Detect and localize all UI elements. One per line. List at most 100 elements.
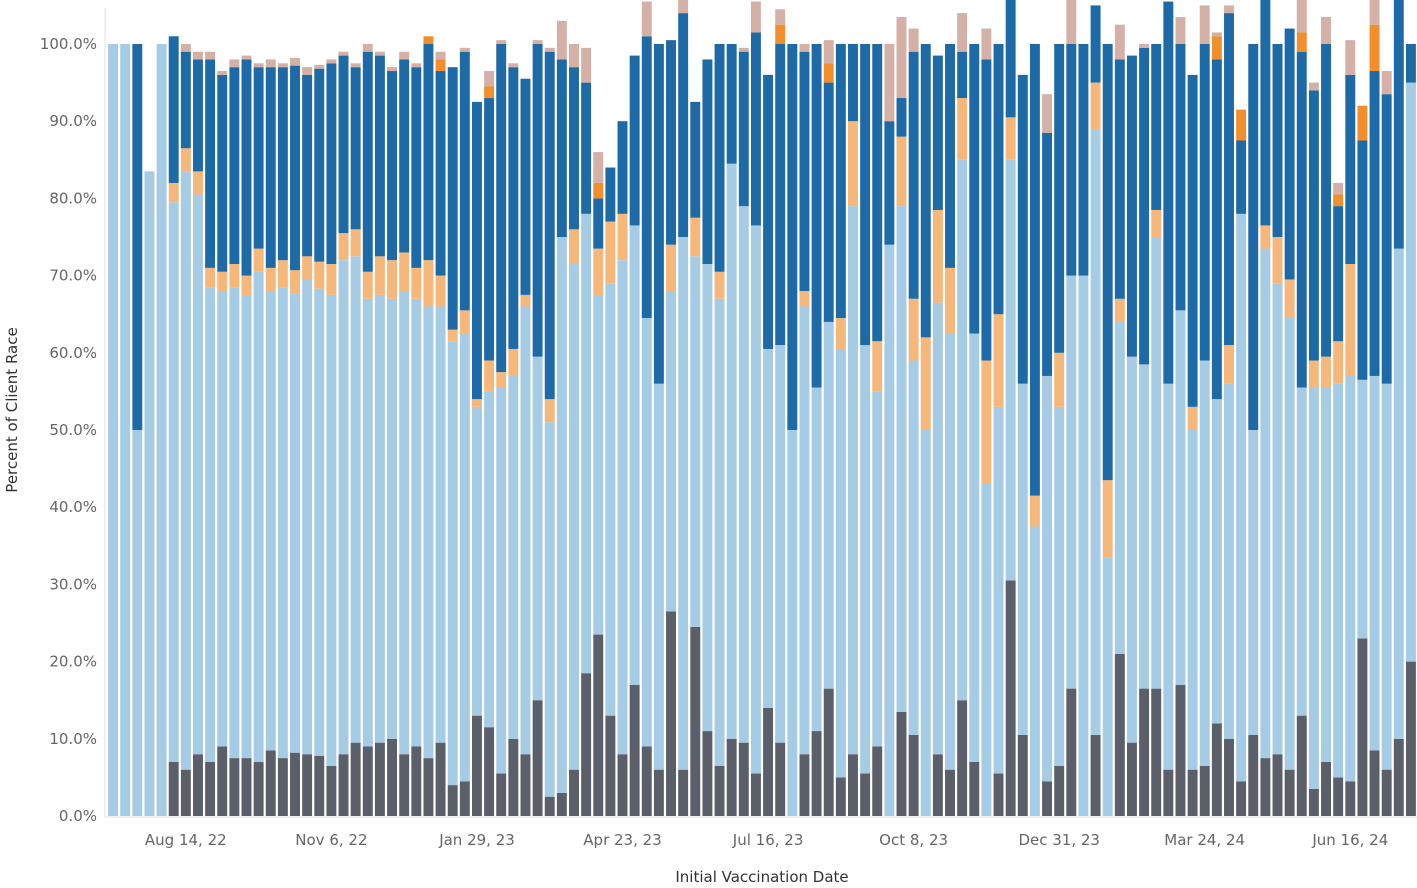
bar-segment	[302, 67, 313, 75]
bar-segment	[666, 611, 676, 816]
bar-segment	[896, 136, 907, 207]
bar-segment	[714, 298, 725, 766]
bar-segment	[241, 59, 252, 276]
bar-segment	[520, 754, 531, 816]
bar-segment	[484, 727, 495, 816]
bar-segment	[1308, 90, 1319, 361]
bar-segment	[593, 248, 604, 295]
bar-segment	[508, 348, 519, 376]
x-tick-label: Jun 16, 24	[1311, 831, 1388, 849]
bar-segment	[945, 267, 955, 334]
bar-segment	[605, 167, 616, 222]
bar-segment	[738, 51, 749, 207]
bar-segment	[617, 754, 628, 816]
bar-segment	[1333, 383, 1344, 778]
bar-segment	[884, 121, 895, 245]
bar-segment	[290, 293, 300, 753]
bar-segment	[387, 260, 398, 299]
bar-segment	[193, 754, 203, 816]
bar-segment	[726, 44, 737, 164]
bar-segment	[496, 372, 507, 388]
bar-segment	[1284, 279, 1295, 319]
bar-segment	[981, 484, 992, 816]
bar-segment	[884, 44, 895, 122]
bar-segment	[205, 761, 216, 816]
bar-segment	[835, 777, 846, 816]
bar-segment	[920, 337, 931, 430]
bar-segment	[678, 0, 689, 14]
bar-segment	[1102, 557, 1113, 816]
bar-segment	[193, 194, 203, 755]
bar-segment	[1393, 738, 1404, 816]
bar-segment	[265, 67, 276, 268]
bar-segment	[302, 74, 313, 257]
bar-segment	[265, 267, 276, 292]
bar-segment	[411, 298, 422, 747]
bar-segment	[326, 63, 337, 265]
bar-segment	[399, 59, 410, 253]
bar-segment	[1405, 44, 1416, 83]
bar-segment	[132, 44, 143, 430]
bar-segment	[423, 758, 434, 816]
bar-segment	[908, 28, 919, 52]
bar-segment	[799, 291, 810, 307]
bar-segment	[1054, 765, 1065, 816]
bar-segment	[835, 318, 846, 349]
bar-segment	[180, 44, 191, 52]
bar-segment	[750, 773, 761, 816]
bar-segment	[629, 684, 640, 816]
bar-segment	[1139, 688, 1150, 816]
y-tick-label: 100.0%	[40, 35, 97, 53]
bar-segment	[168, 202, 179, 762]
bar-segment	[1090, 5, 1101, 83]
bar-segment	[556, 237, 567, 793]
bar-segment	[459, 47, 470, 52]
bar-segment	[205, 287, 216, 762]
bar-segment	[520, 78, 531, 295]
bar-segment	[108, 44, 119, 816]
bar-segment	[957, 98, 968, 160]
bar-segment	[605, 283, 616, 716]
bar-segment	[763, 348, 774, 708]
bar-segment	[932, 754, 943, 816]
bar-segment	[277, 260, 288, 288]
bar-segment	[653, 44, 664, 384]
bar-segment	[981, 28, 992, 60]
bar-segment	[1114, 321, 1125, 654]
bar-segment	[1321, 761, 1331, 816]
bar-segment	[205, 267, 216, 288]
bar-segment	[1199, 765, 1210, 816]
bar-segment	[496, 40, 507, 44]
bar-segment	[641, 1, 652, 37]
bar-segment	[1272, 44, 1283, 237]
bar-segment	[459, 310, 470, 334]
bar-segment	[1163, 383, 1174, 770]
bar-segment	[217, 271, 228, 292]
bar-segment	[411, 267, 422, 299]
bar-segment	[1017, 734, 1028, 816]
bar-segment	[471, 715, 482, 816]
bar-segment	[1090, 82, 1101, 129]
bar-segment	[738, 742, 749, 816]
bar-segment	[374, 55, 385, 257]
bar-segment	[593, 634, 604, 816]
bar-segment	[544, 47, 555, 52]
bar-segment	[253, 67, 264, 249]
bar-segment	[872, 391, 883, 747]
bar-segment	[1345, 264, 1356, 376]
bar-segment	[811, 44, 822, 388]
bar-segment	[908, 734, 919, 816]
bar-segment	[1005, 580, 1016, 816]
bar-segment	[581, 82, 592, 214]
bar-segment	[605, 221, 616, 284]
bar-segment	[1357, 379, 1368, 639]
bar-series	[108, 0, 1416, 817]
bar-segment	[302, 754, 313, 816]
bar-segment	[544, 399, 555, 423]
bar-segment	[1211, 399, 1222, 724]
bar-segment	[326, 264, 337, 295]
bar-segment	[1369, 24, 1380, 72]
bar-segment	[1248, 44, 1259, 430]
bar-segment	[1260, 758, 1271, 816]
